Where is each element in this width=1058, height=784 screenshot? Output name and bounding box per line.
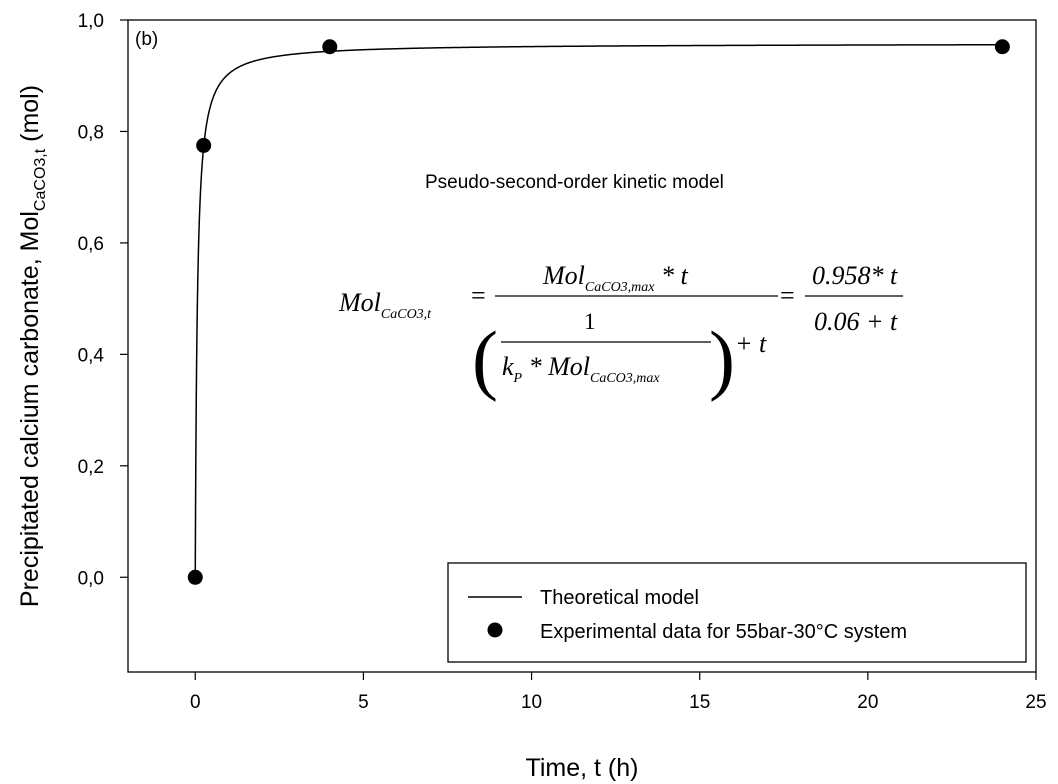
- experimental-data-points: [187, 39, 1010, 585]
- eq-paren-right: ): [709, 315, 735, 402]
- y-tick-label: 0,0: [78, 568, 104, 589]
- y-axis-ticks: 0,0 0,2 0,4 0,6 0,8 1,0: [78, 11, 128, 589]
- y-tick-label: 0,8: [78, 122, 104, 143]
- eq-sign-1: =: [471, 281, 486, 310]
- x-axis-ticks: 0 5 10 15 20 25: [190, 672, 1047, 713]
- model-annotation: Pseudo-second-order kinetic model: [425, 172, 724, 193]
- data-point: [322, 39, 338, 55]
- y-tick-label: 0,6: [78, 234, 104, 255]
- legend-label-experimental: Experimental data for 55bar-30°C system: [540, 621, 907, 643]
- x-tick-label: 0: [190, 692, 201, 713]
- y-tick-label: 0,2: [78, 457, 104, 478]
- panel-label: (b): [135, 29, 158, 50]
- data-point: [994, 39, 1010, 55]
- eq-frac1-numerator: MolCaCO3,max * t: [542, 261, 689, 295]
- model-equation: MolCaCO3,t = MolCaCO3,max * t ( 1 kP * M…: [338, 261, 903, 402]
- data-point: [187, 569, 203, 585]
- eq-frac2-denominator: 0.06 + t: [814, 307, 898, 336]
- eq-paren-left: (: [472, 315, 498, 402]
- x-axis-title: Time, t (h): [526, 754, 639, 782]
- eq-sign-2: =: [780, 281, 795, 310]
- eq-lhs: MolCaCO3,t: [338, 288, 432, 322]
- eq-plus-t: + t: [735, 329, 767, 358]
- y-tick-label: 1,0: [78, 11, 104, 32]
- x-tick-label: 20: [857, 692, 878, 713]
- legend: Theoretical model Experimental data for …: [447, 562, 1027, 663]
- legend-box: [447, 562, 1027, 663]
- data-point: [196, 137, 212, 153]
- legend-label-model: Theoretical model: [540, 587, 699, 609]
- plot-frame: [127, 19, 1037, 673]
- eq-inner-numerator: 1: [584, 309, 596, 334]
- eq-inner-denominator: kP * MolCaCO3,max: [502, 352, 660, 386]
- x-tick-label: 15: [689, 692, 710, 713]
- y-tick-label: 0,4: [78, 345, 105, 366]
- theoretical-model-line: [194, 43, 1003, 578]
- legend-marker-swatch: [487, 622, 503, 638]
- y-axis-title: Precipitated calcium carbonate, MolCaCO3…: [16, 85, 49, 607]
- x-tick-label: 5: [358, 692, 369, 713]
- x-tick-label: 25: [1025, 692, 1046, 713]
- x-tick-label: 10: [521, 692, 542, 713]
- eq-frac2-numerator: 0.958* t: [812, 261, 898, 290]
